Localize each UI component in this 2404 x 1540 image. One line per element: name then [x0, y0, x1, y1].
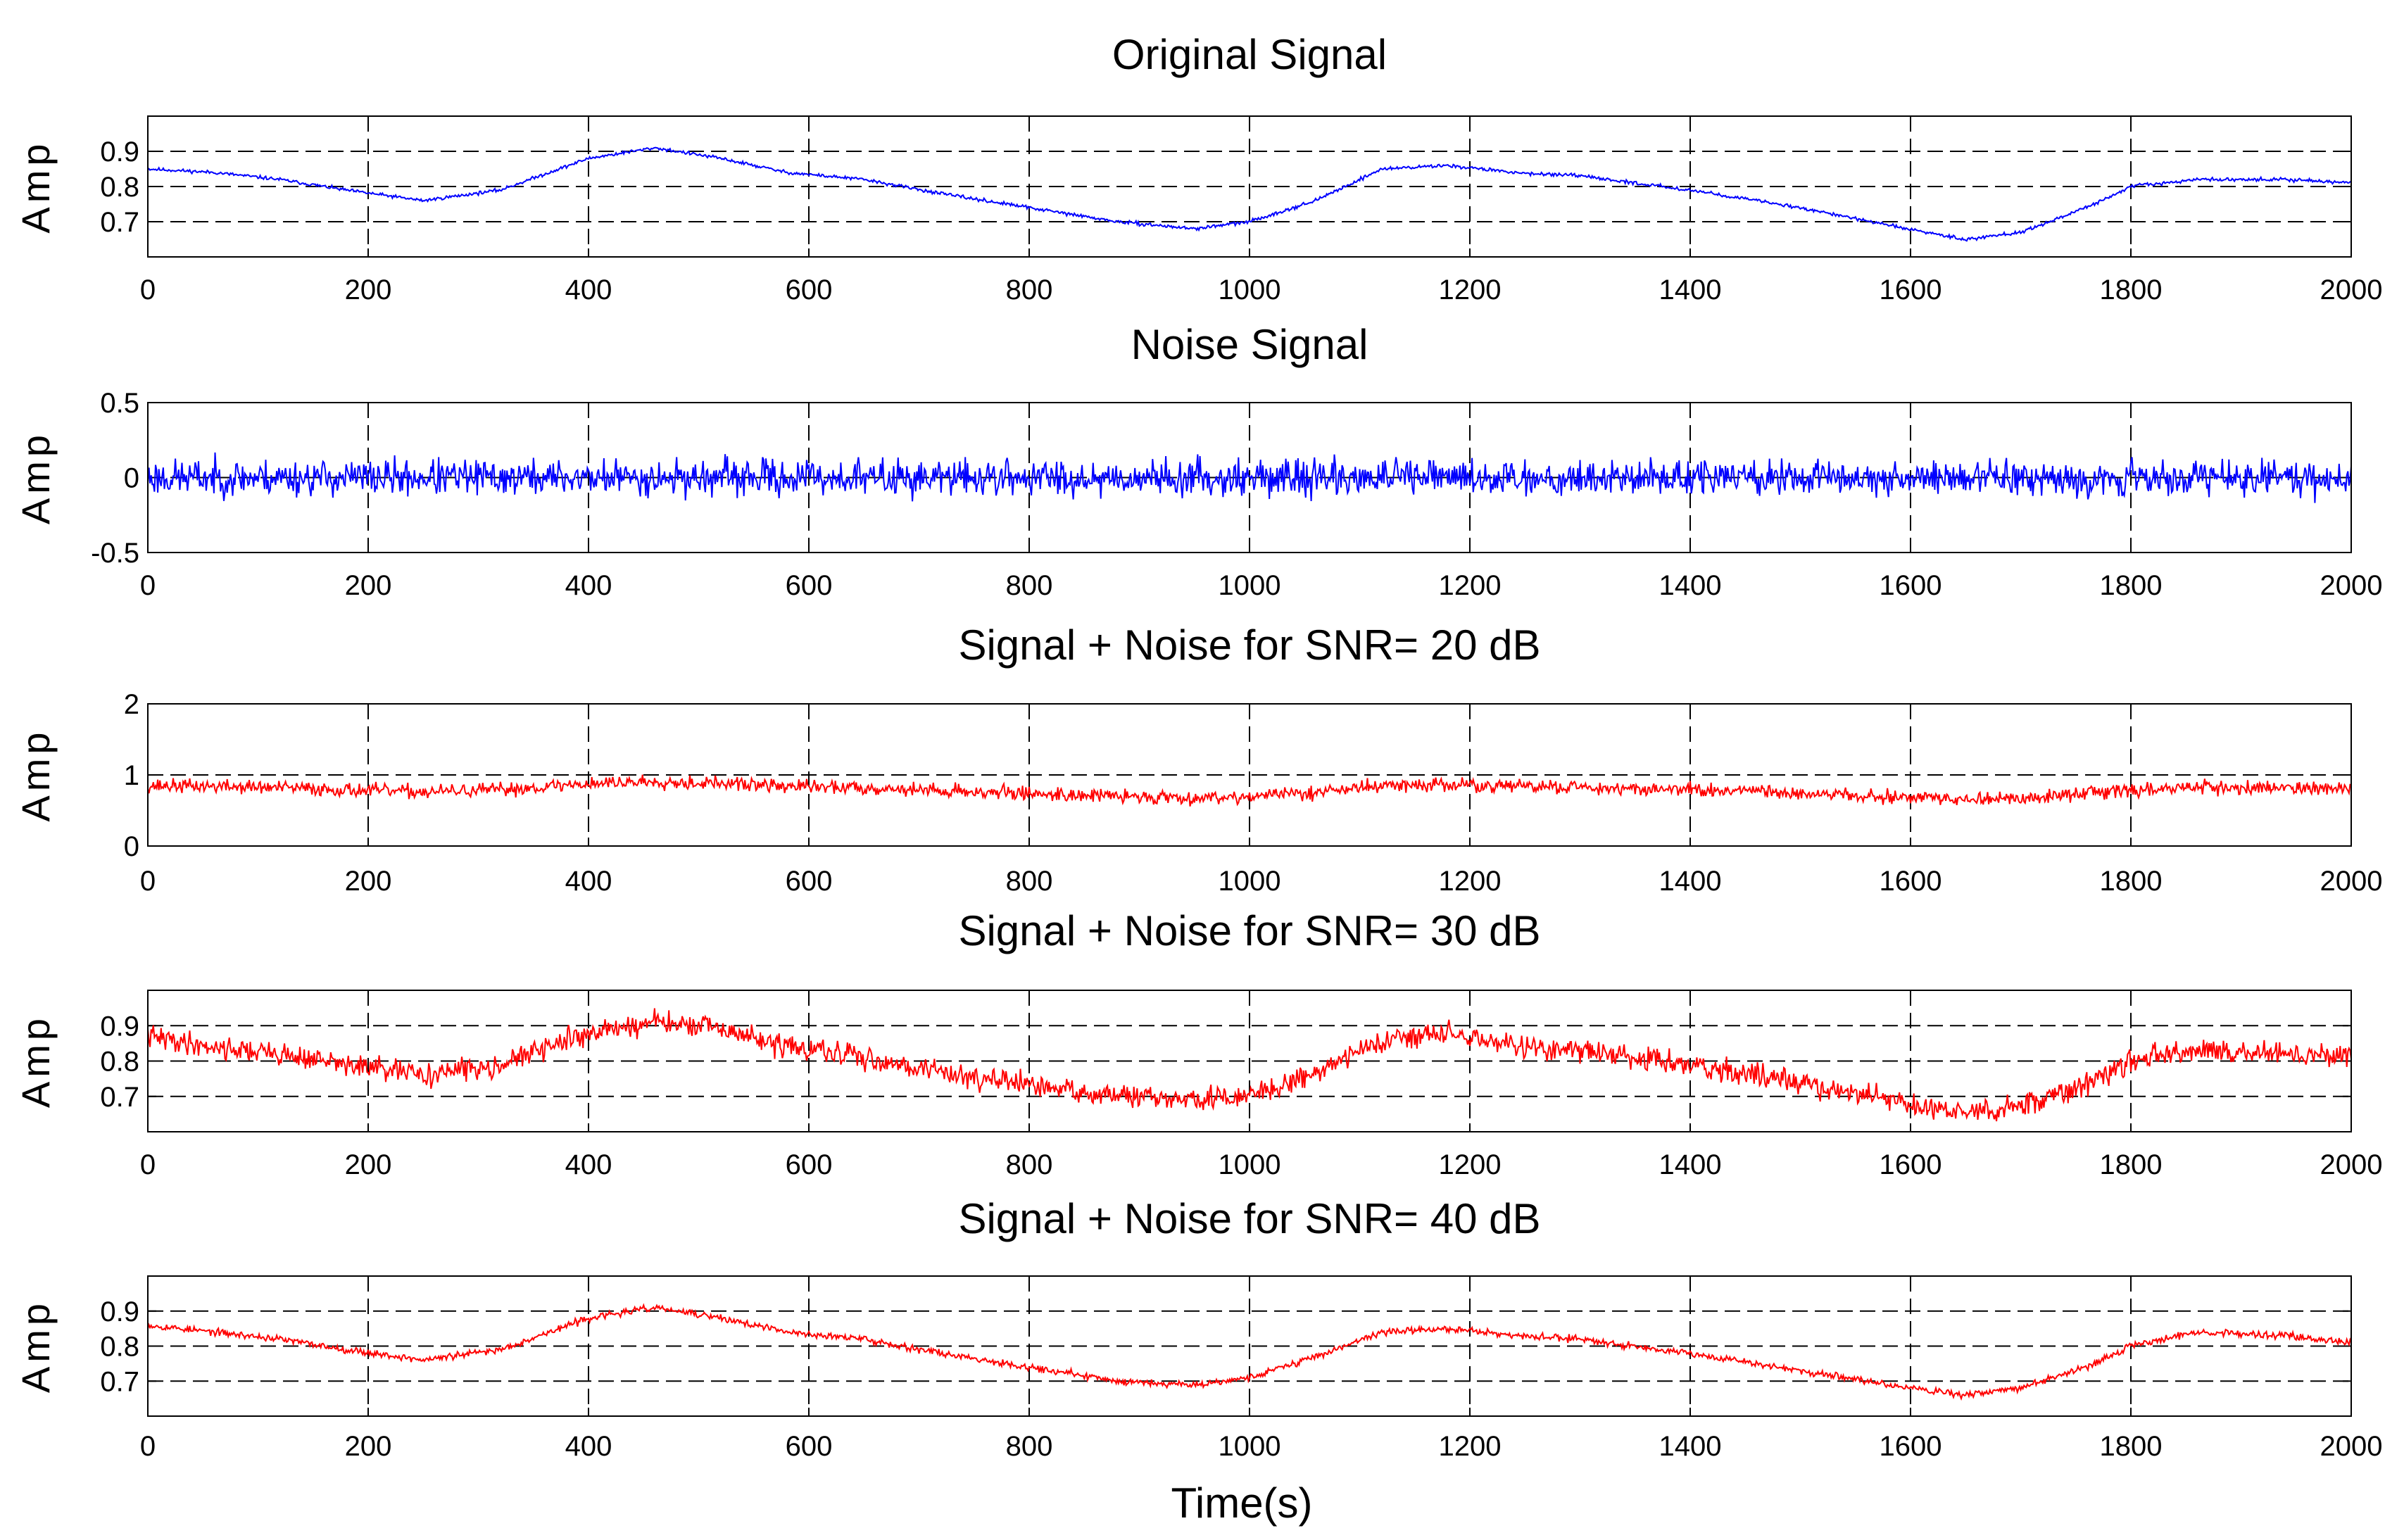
x-tick-label: 2000 — [2320, 1431, 2383, 1462]
panel-title: Signal + Noise for SNR= 20 dB — [958, 621, 1540, 669]
y-tick-label: 0.8 — [100, 1047, 139, 1078]
x-tick-label: 600 — [786, 274, 833, 305]
x-tick-label: 200 — [345, 570, 392, 601]
x-tick-label: 1200 — [1439, 570, 1502, 601]
plot-frame — [147, 402, 2352, 553]
x-tick-label: 1000 — [1219, 1149, 1281, 1180]
plot-frame — [147, 1275, 2352, 1417]
x-tick-label: 800 — [1006, 1431, 1053, 1462]
x-tick-label: 200 — [345, 1431, 392, 1462]
x-tick-label: 1200 — [1439, 1431, 1502, 1462]
x-tick-label: 1800 — [2100, 1431, 2163, 1462]
x-tick-label: 1600 — [1880, 274, 1942, 305]
y-tick-label: 2 — [124, 689, 139, 720]
panel-4: Signal + Noise for SNR= 30 dB Amp 0 200 400 6… — [13, 907, 2382, 1180]
y-tick-label: 0.7 — [100, 207, 139, 238]
x-tick-label: 800 — [1006, 866, 1053, 897]
x-tick-label: 1600 — [1880, 866, 1942, 897]
plot-frame — [147, 703, 2352, 847]
x-axis-label: Time(s) — [1171, 1479, 1312, 1527]
panel-title: Signal + Noise for SNR= 30 dB — [958, 907, 1540, 954]
x-tick-label: 1000 — [1219, 1431, 1281, 1462]
y-tick-label: 0.9 — [100, 1011, 139, 1042]
x-tick-label: 1000 — [1219, 570, 1281, 601]
y-axis-label: Amp — [13, 1014, 58, 1108]
x-tick-label: 600 — [786, 570, 833, 601]
x-tick-label: 1200 — [1439, 866, 1502, 897]
y-tick-label: 0.9 — [100, 137, 139, 168]
series-line — [147, 774, 2352, 807]
x-tick-label: 1600 — [1880, 1431, 1942, 1462]
y-axis-label: Amp — [13, 728, 58, 821]
x-tick-label: 800 — [1006, 274, 1053, 305]
x-tick-label: 400 — [565, 570, 612, 601]
x-tick-label: 400 — [565, 866, 612, 897]
plot-frame — [147, 990, 2352, 1132]
x-tick-label: 1000 — [1219, 274, 1281, 305]
x-tick-label: 200 — [345, 866, 392, 897]
series-line — [147, 146, 2352, 242]
x-tick-label: 200 — [345, 274, 392, 305]
x-tick-label: 1800 — [2100, 1149, 2163, 1180]
x-tick-label: 600 — [786, 1431, 833, 1462]
x-tick-label: 0 — [140, 1431, 156, 1462]
y-tick-label: 0.5 — [100, 388, 139, 419]
x-tick-label: 2000 — [2320, 866, 2383, 897]
x-tick-label: 1400 — [1659, 1431, 1722, 1462]
y-axis-label: Amp — [13, 431, 58, 524]
y-axis-label: Amp — [13, 139, 58, 233]
x-tick-label: 600 — [786, 866, 833, 897]
y-tick-label: 0.9 — [100, 1296, 139, 1327]
x-tick-label: 0 — [140, 866, 156, 897]
x-tick-label: 1800 — [2100, 570, 2163, 601]
y-axis-label: Amp — [13, 1299, 58, 1393]
plot-frame — [147, 115, 2352, 258]
panel-2: Noise Signal Amp 0 200 400 600 800 1000 1200 1400… — [13, 321, 2382, 601]
panel-5: Signal + Noise for SNR= 40 dB Amp 0 200 400 6… — [13, 1195, 2382, 1462]
x-tick-label: 2000 — [2320, 274, 2383, 305]
x-tick-label: 1400 — [1659, 274, 1722, 305]
panel-1: Original Signal Amp 0 200 400 600 800 1000 1200 1… — [13, 31, 2382, 305]
x-tick-label: 400 — [565, 1149, 612, 1180]
x-tick-label: 1600 — [1880, 570, 1942, 601]
series-line — [147, 452, 2352, 503]
panel-title: Signal + Noise for SNR= 40 dB — [958, 1195, 1540, 1242]
series-line — [147, 1303, 2352, 1401]
x-tick-label: 0 — [140, 570, 156, 601]
x-tick-label: 1400 — [1659, 866, 1722, 897]
panel-3: Signal + Noise for SNR= 20 dB Amp 0 200 400 6… — [13, 621, 2382, 897]
y-tick-label: 0.7 — [100, 1082, 139, 1113]
x-tick-label: 0 — [140, 1149, 156, 1180]
x-tick-label: 1800 — [2100, 866, 2163, 897]
x-tick-label: 0 — [140, 274, 156, 305]
x-tick-label: 2000 — [2320, 1149, 2383, 1180]
x-tick-label: 400 — [565, 274, 612, 305]
x-tick-label: 600 — [786, 1149, 833, 1180]
y-tick-label: 0.8 — [100, 172, 139, 203]
x-tick-label: 800 — [1006, 570, 1053, 601]
x-tick-label: 400 — [565, 1431, 612, 1462]
x-tick-label: 1000 — [1219, 866, 1281, 897]
x-tick-label: 1200 — [1439, 1149, 1502, 1180]
x-tick-label: 1800 — [2100, 274, 2163, 305]
panel-title: Original Signal — [1112, 31, 1387, 78]
x-tick-label: 2000 — [2320, 570, 2383, 601]
x-tick-label: 1400 — [1659, 1149, 1722, 1180]
y-tick-label: 1 — [124, 760, 139, 791]
series-line — [147, 1008, 2352, 1122]
x-tick-label: 1200 — [1439, 274, 1502, 305]
y-tick-label: 0 — [124, 463, 139, 494]
x-tick-label: 1600 — [1880, 1149, 1942, 1180]
x-tick-label: 200 — [345, 1149, 392, 1180]
y-tick-label: 0.7 — [100, 1366, 139, 1397]
x-tick-label: 1400 — [1659, 570, 1722, 601]
panel-title: Noise Signal — [1131, 321, 1368, 368]
y-tick-label: 0.8 — [100, 1332, 139, 1363]
y-tick-label: 0 — [124, 831, 139, 862]
y-tick-label: -0.5 — [91, 538, 139, 569]
x-tick-label: 800 — [1006, 1149, 1053, 1180]
